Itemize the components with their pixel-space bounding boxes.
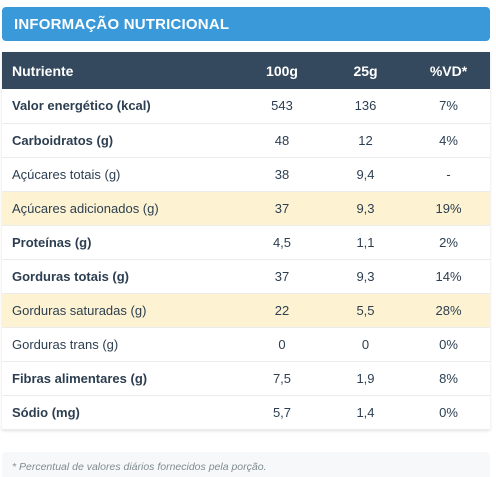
title-banner: INFORMAÇÃO NUTRICIONAL — [2, 7, 490, 41]
value-100g: 37 — [274, 200, 290, 216]
value-25g: 9,3 — [356, 200, 375, 216]
value-100g: 543 — [271, 98, 293, 114]
value-25g: 0 — [361, 336, 370, 352]
value-vd: - — [446, 166, 451, 182]
table-row: Fibras alimentares (g) 7,5 1,9 8% — [2, 361, 490, 395]
table-row: Gorduras trans (g) 0 0 0% — [2, 327, 490, 361]
column-header-vd: %VD* — [429, 62, 468, 79]
nutrition-table-container: Nutriente 100g 25g %VD* Valor energético… — [2, 52, 490, 430]
value-100g: 4,5 — [272, 234, 292, 250]
table-row: Sódio (mg) 5,7 1,4 0% — [2, 395, 490, 429]
value-25g: 12 — [358, 132, 373, 148]
nutrient-name: Valor energético (kcal) — [12, 98, 151, 114]
value-vd: 7% — [439, 98, 458, 114]
table-row: Açúcares totais (g) 38 9,4 - — [2, 157, 490, 191]
value-100g: 7,5 — [272, 370, 292, 386]
page-title: INFORMAÇÃO NUTRICIONAL — [14, 15, 230, 33]
table-row: Gorduras saturadas (g) 22 5,5 28% — [2, 293, 490, 327]
table-row: Valor energético (kcal) 543 136 7% — [2, 89, 490, 123]
nutrient-name: Gorduras totais (g) — [12, 268, 130, 284]
value-vd: 4% — [439, 132, 458, 148]
value-25g: 1,4 — [356, 404, 375, 420]
value-100g: 5,7 — [272, 404, 292, 420]
nutrition-table: Nutriente 100g 25g %VD* Valor energético… — [2, 52, 490, 430]
nutrient-name: Proteínas (g) — [12, 234, 92, 250]
nutrient-name: Sódio (mg) — [12, 404, 80, 420]
column-header-100g: 100g — [266, 62, 298, 79]
value-vd: 28% — [435, 302, 462, 318]
table-row: Proteínas (g) 4,5 1,1 2% — [2, 225, 490, 259]
value-25g: 9,3 — [356, 268, 375, 284]
value-25g: 5,5 — [356, 302, 375, 318]
value-25g: 1,9 — [356, 370, 375, 386]
nutrient-name: Fibras alimentares (g) — [12, 370, 148, 386]
nutrient-name: Gorduras trans (g) — [12, 336, 119, 352]
nutrient-name: Gorduras saturadas (g) — [12, 302, 147, 318]
value-25g: 1,1 — [356, 234, 375, 250]
table-row: Gorduras totais (g) 37 9,3 14% — [2, 259, 490, 293]
nutrient-name: Carboidratos (g) — [12, 132, 114, 148]
value-25g: 136 — [354, 98, 377, 114]
value-100g: 38 — [274, 166, 290, 182]
value-25g: 9,4 — [356, 166, 375, 182]
value-vd: 8% — [439, 370, 458, 386]
value-vd: 19% — [435, 200, 462, 216]
column-header-nutrient: Nutriente — [12, 62, 74, 79]
value-vd: 0% — [439, 336, 458, 352]
value-100g: 0 — [278, 336, 286, 352]
value-100g: 22 — [274, 302, 290, 318]
column-header-25g: 25g — [353, 62, 378, 79]
value-100g: 37 — [274, 268, 290, 284]
nutrient-name: Açúcares totais (g) — [12, 166, 121, 182]
value-vd: 14% — [435, 268, 462, 284]
value-vd: 2% — [439, 234, 458, 250]
value-vd: 0% — [439, 404, 458, 420]
table-body: Valor energético (kcal) 543 136 7% Carbo… — [2, 89, 490, 429]
footnote: * Percentual de valores diários fornecid… — [2, 452, 490, 477]
nutrient-name: Açúcares adicionados (g) — [12, 200, 159, 216]
table-row: Açúcares adicionados (g) 37 9,3 19% — [2, 191, 490, 225]
value-100g: 48 — [274, 132, 290, 148]
table-header-row: Nutriente 100g 25g %VD* — [2, 52, 490, 89]
table-row: Carboidratos (g) 48 12 4% — [2, 123, 490, 157]
